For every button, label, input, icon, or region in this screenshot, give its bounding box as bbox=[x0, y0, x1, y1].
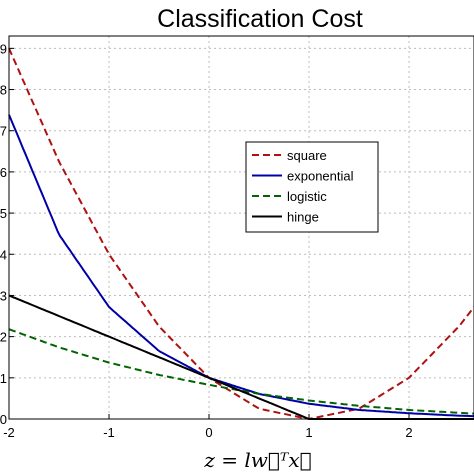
legend: square exponential logistic hinge bbox=[245, 141, 379, 233]
y-tick-label: 3 bbox=[0, 288, 7, 303]
plot-frame bbox=[8, 35, 474, 420]
legend-label-hinge: hinge bbox=[287, 210, 319, 225]
legend-label-exponential: exponential bbox=[287, 169, 354, 184]
x-tick-label: 1 bbox=[305, 425, 312, 440]
series-line-square bbox=[8, 47, 474, 421]
axis-ticks: -2 -1 0 1 2 0 1 2 3 4 5 6 7 8 9 bbox=[0, 41, 413, 440]
y-tick-label: 2 bbox=[0, 330, 7, 345]
y-tick-label: 6 bbox=[0, 165, 7, 180]
legend-label-logistic: logistic bbox=[287, 189, 327, 204]
y-tick-label: 9 bbox=[0, 41, 7, 56]
y-tick-label: 4 bbox=[0, 247, 7, 262]
grid-lines bbox=[8, 36, 474, 420]
series-lines bbox=[8, 47, 474, 421]
y-tick-label: 8 bbox=[0, 83, 7, 98]
x-tick-label: 2 bbox=[405, 425, 412, 440]
x-tick-label: 0 bbox=[205, 425, 212, 440]
series-line-logistic bbox=[8, 328, 474, 415]
legend-label-square: square bbox=[287, 148, 327, 163]
y-tick-label: 5 bbox=[0, 206, 7, 221]
x-tick-label: -1 bbox=[103, 425, 115, 440]
y-tick-label: 0 bbox=[0, 412, 7, 427]
x-axis-label: z = lw⃗ᵀx⃗ bbox=[203, 448, 311, 472]
series-line-hinge bbox=[8, 294, 474, 420]
chart-title: Classification Cost bbox=[157, 5, 363, 33]
y-tick-label: 7 bbox=[0, 124, 7, 139]
y-tick-label: 1 bbox=[0, 371, 7, 386]
series-line-exponential bbox=[8, 114, 474, 418]
x-tick-label: -2 bbox=[3, 425, 15, 440]
